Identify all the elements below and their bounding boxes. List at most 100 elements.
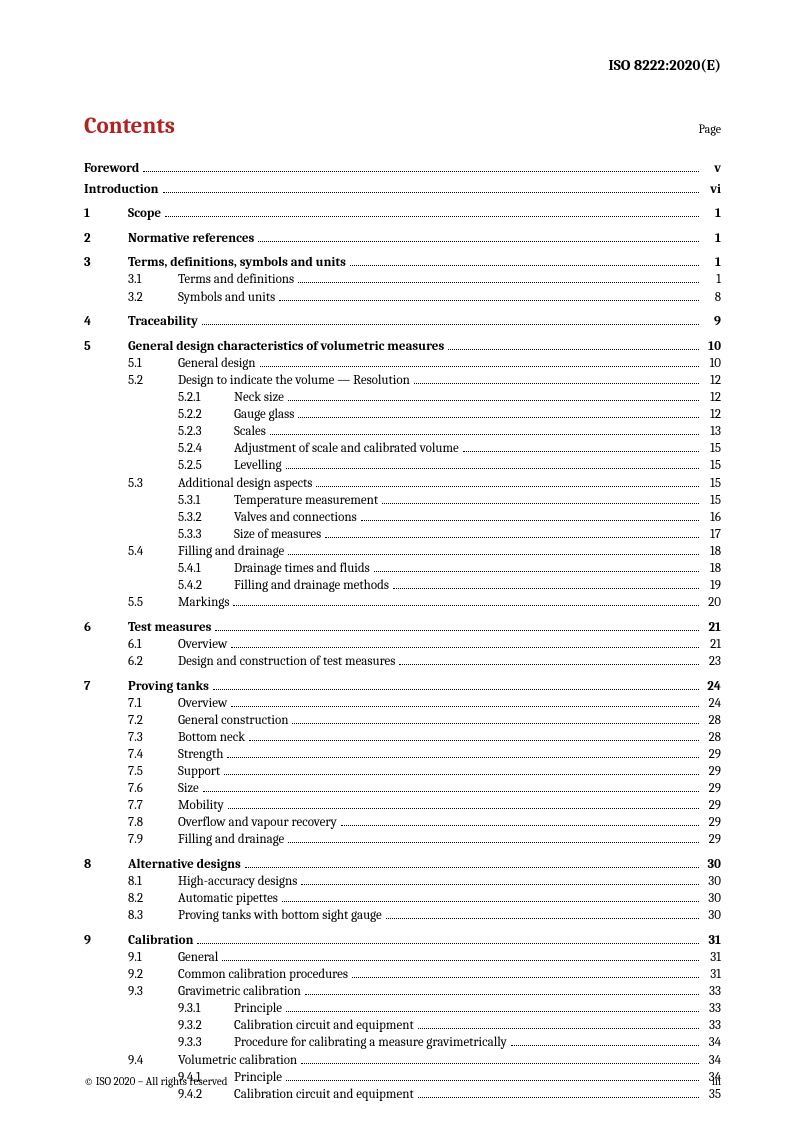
toc-sub-number: 7.5 <box>128 764 178 780</box>
toc-page: 30 <box>703 908 721 924</box>
toc-subsub-row: 5.3.3Size of measures17 <box>84 527 721 543</box>
leader <box>374 562 699 572</box>
toc-sub-number: 3.1 <box>128 272 178 288</box>
toc-title: Calibration circuit and equipment <box>234 1087 414 1103</box>
toc-sub-number: 8.2 <box>128 891 178 907</box>
toc-page: 15 <box>703 476 721 492</box>
toc-title: Adjustment of scale and calibrated volum… <box>234 441 459 457</box>
leader <box>386 909 699 919</box>
leader <box>258 232 699 242</box>
toc-sub-number: 5.1 <box>128 356 178 372</box>
toc-sub-number: 5.2 <box>128 373 178 389</box>
toc-section-number: 1 <box>84 206 128 222</box>
toc-sub-row: 5.5Markings20 <box>84 595 721 611</box>
page: ISO 8222:2020(E) Contents Page Forewordv… <box>0 0 793 1122</box>
toc-section-row: 9Calibration31 <box>84 933 721 949</box>
toc-title: Gauge glass <box>234 407 294 423</box>
toc-sub-number: 8.3 <box>128 908 178 924</box>
toc-sub-row: 5.3Additional design aspects 15 <box>84 476 721 492</box>
toc-section-row: 2Normative references1 <box>84 231 721 247</box>
toc-section-number: 8 <box>84 857 128 873</box>
toc-page: 29 <box>703 764 721 780</box>
toc-subsub-number: 9.3.3 <box>178 1035 234 1051</box>
toc-subsub-row: 9.4.2Calibration circuit and equipment35 <box>84 1087 721 1103</box>
toc-sub-number: 8.1 <box>128 874 178 890</box>
toc-title: Volumetric calibration <box>178 1053 297 1069</box>
toc-title: Neck size <box>234 390 284 406</box>
toc-page: 21 <box>703 637 721 653</box>
toc-title: Test measures <box>128 620 211 636</box>
toc-sub-row: 3.1Terms and definitions1 <box>84 272 721 288</box>
leader <box>288 391 699 401</box>
toc-page: v <box>703 161 721 177</box>
toc-section-number: 4 <box>84 314 128 330</box>
toc-page: 16 <box>703 510 721 526</box>
toc-page: 1 <box>703 272 721 288</box>
toc-subsub-row: 5.3.2Valves and connections16 <box>84 510 721 526</box>
leader <box>325 528 699 538</box>
toc-page: 1 <box>703 206 721 222</box>
toc-section-row: 1Scope1 <box>84 206 721 222</box>
leader <box>202 315 699 325</box>
toc-title: Common calibration procedures <box>178 967 348 983</box>
toc-page: 19 <box>703 578 721 594</box>
toc-sub-number: 5.3 <box>128 476 178 492</box>
toc-title: Filling and drainage methods <box>234 578 389 594</box>
toc-subsub-number: 9.4.2 <box>178 1087 234 1103</box>
toc-title: Overflow and vapour recovery <box>178 815 337 831</box>
toc-subsub-number: 5.2.3 <box>178 424 234 440</box>
leader <box>233 596 699 606</box>
toc-sub-number: 9.3 <box>128 984 178 1000</box>
toc-page: 28 <box>703 730 721 746</box>
toc-subsub-row: 5.2.4Adjustment of scale and calibrated … <box>84 441 721 457</box>
toc-sub-number: 7.1 <box>128 696 178 712</box>
toc-sub-number: 9.4 <box>128 1053 178 1069</box>
toc-subsub-number: 5.2.5 <box>178 458 234 474</box>
toc-title: Markings <box>178 595 229 611</box>
toc-sub-row: 6.2Design and construction of test measu… <box>84 654 721 670</box>
toc-sub-number: 7.6 <box>128 781 178 797</box>
toc-sub-number: 7.3 <box>128 730 178 746</box>
leader <box>350 256 699 266</box>
toc-sub-number: 5.5 <box>128 595 178 611</box>
leader <box>213 679 699 689</box>
toc-section-number: 7 <box>84 679 128 695</box>
toc-title: Drainage times and fluids <box>234 561 370 577</box>
toc-page: 12 <box>703 390 721 406</box>
contents-title: Contents <box>84 112 175 139</box>
toc-title: Calibration circuit and equipment <box>234 1018 414 1034</box>
toc-page: 30 <box>703 874 721 890</box>
leader <box>197 934 699 944</box>
leader <box>298 273 699 283</box>
toc-title: Design to indicate the volume — Resoluti… <box>178 373 410 389</box>
leader <box>231 697 699 707</box>
toc-front-row: Introductionvi <box>84 182 721 198</box>
leader <box>231 638 699 648</box>
leader <box>382 494 699 504</box>
toc-section-number: 6 <box>84 620 128 636</box>
toc-page: 1 <box>703 231 721 247</box>
toc-page: 31 <box>703 933 721 949</box>
toc-sub-number: 7.2 <box>128 713 178 729</box>
toc-subsub-number: 5.3.3 <box>178 527 234 543</box>
leader <box>165 207 699 217</box>
toc-sub-row: 9.1General31 <box>84 950 721 966</box>
toc-title: General design <box>178 356 256 372</box>
toc-page: 13 <box>703 424 721 440</box>
toc-page: 15 <box>703 493 721 509</box>
toc-title: Additional design aspects <box>178 476 312 492</box>
toc-page: 24 <box>703 696 721 712</box>
toc-sub-row: 5.1General design10 <box>84 356 721 372</box>
toc-page: 15 <box>703 441 721 457</box>
toc-page: 12 <box>703 373 721 389</box>
toc-subsub-number: 5.2.1 <box>178 390 234 406</box>
toc-sub-row: 7.5Support29 <box>84 764 721 780</box>
toc-page: 1 <box>703 255 721 271</box>
toc-subsub-row: 9.3.2Calibration circuit and equipment33 <box>84 1018 721 1034</box>
toc-title: Gravimetric calibration <box>178 984 301 1000</box>
toc-sub-row: 7.3Bottom neck28 <box>84 730 721 746</box>
page-label: Page <box>699 122 721 136</box>
toc-section-number: 2 <box>84 231 128 247</box>
leader <box>463 442 699 452</box>
toc-sub-row: 7.7Mobility29 <box>84 798 721 814</box>
